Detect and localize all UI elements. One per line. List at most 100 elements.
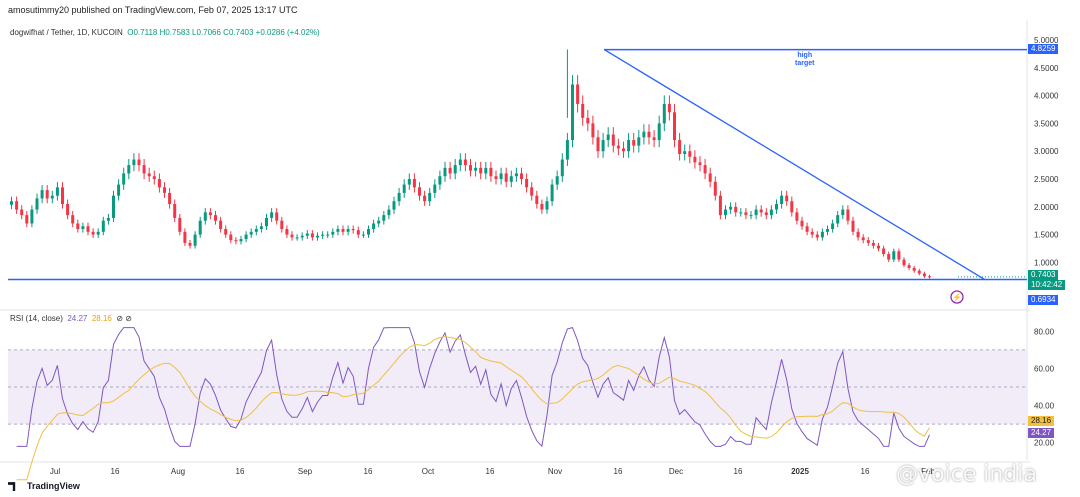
candle-body <box>642 131 646 138</box>
candle-body <box>662 103 666 124</box>
candle-body <box>673 112 676 141</box>
candle-body <box>882 248 886 255</box>
settings-icon[interactable]: ⊘ <box>125 314 132 323</box>
candle-body <box>718 195 722 216</box>
candle-body <box>601 140 605 152</box>
candle-body <box>193 234 197 246</box>
candle-body <box>341 229 345 232</box>
candle-body <box>540 204 544 210</box>
candle-body <box>576 84 580 104</box>
candle-body <box>397 192 401 202</box>
candle-body <box>877 245 880 249</box>
candle-body <box>484 167 488 174</box>
eye-icon[interactable]: ⊘ <box>116 314 124 323</box>
candle-body <box>759 209 763 213</box>
candle-body <box>407 179 411 185</box>
candle-body <box>147 173 151 177</box>
candle-body <box>40 190 44 199</box>
candle-body <box>474 167 478 171</box>
price-tick-label: 3.0000 <box>1034 147 1059 156</box>
time-tick-label: Oct <box>422 467 435 476</box>
candle-body <box>739 212 743 214</box>
candle-body <box>632 140 636 146</box>
time-tick-label: 16 <box>861 467 870 476</box>
candle-body <box>693 156 697 163</box>
countdown-tag: 10:42:42 <box>1028 280 1066 290</box>
candle-body <box>310 233 314 238</box>
candle-body <box>713 181 717 196</box>
candle-body <box>448 167 452 174</box>
candle-body <box>412 179 416 188</box>
candle-body <box>188 242 192 246</box>
rsi-line <box>16 327 930 448</box>
candle-body <box>820 231 824 238</box>
annotation-line2: target <box>795 60 815 67</box>
candle-body <box>851 220 855 232</box>
rsi-tag: 24.27 <box>1028 428 1055 438</box>
candle-body <box>392 201 396 210</box>
symbol-name[interactable]: dogwifhat / Tether, 1D, KUCOIN <box>10 28 123 37</box>
candle-body <box>826 229 829 232</box>
candle-body <box>545 201 549 210</box>
candle-body <box>581 103 585 118</box>
candle-body <box>627 140 631 152</box>
candle-body <box>703 165 707 174</box>
annotation-line1: high <box>797 52 813 59</box>
candle-body <box>101 220 105 232</box>
candle-body <box>239 239 243 242</box>
candle-body <box>479 167 483 174</box>
candle-body <box>137 159 141 166</box>
descending-trendline <box>603 48 986 281</box>
candle-body <box>907 265 911 268</box>
candle-body <box>127 165 131 174</box>
candle-body <box>836 215 840 224</box>
candle-body <box>356 230 360 235</box>
candle-body <box>55 187 59 196</box>
rsi-label[interactable]: RSI (14, close) <box>10 314 63 323</box>
candle-body <box>438 176 442 185</box>
candle-body <box>66 204 70 216</box>
candle-body <box>565 140 569 160</box>
candle-body <box>790 201 794 213</box>
candle-body <box>785 195 789 202</box>
rsi-tick-label: 40.00 <box>1034 402 1055 411</box>
price-tick-label: 1.5000 <box>1034 231 1059 240</box>
candle-body <box>198 220 202 235</box>
time-tick-label: 16 <box>614 467 623 476</box>
candle-body <box>708 173 712 182</box>
candle-body <box>678 140 682 154</box>
candle-body <box>15 201 19 210</box>
candle-body <box>509 176 513 182</box>
lightning-glyph: ⚡ <box>952 292 962 302</box>
tradingview-logo[interactable]: TradingView <box>8 481 80 492</box>
candle-body <box>749 215 753 217</box>
candle-body <box>387 209 391 216</box>
candle-body <box>775 204 778 210</box>
candle-body <box>316 235 319 238</box>
candle-body <box>91 231 95 235</box>
candle-body <box>754 209 758 216</box>
candle-body <box>866 240 870 243</box>
candle-body <box>418 187 421 196</box>
candle-body <box>530 187 534 196</box>
rsi-legend: RSI (14, close) 24.27 28.16 ⊘ ⊘ <box>10 314 132 323</box>
candle-body <box>290 234 294 238</box>
candle-body <box>622 148 625 152</box>
candle-body <box>173 204 177 218</box>
publisher-line: amosutimmy20 published on TradingView.co… <box>8 5 298 15</box>
candle-body <box>122 173 126 185</box>
candle-body <box>856 231 860 238</box>
candle-body <box>744 212 748 216</box>
candle-body <box>203 212 207 221</box>
candle-body <box>780 195 784 205</box>
candle-body <box>443 167 447 177</box>
last-price-tag: 0.7403 <box>1028 270 1059 280</box>
candle-body <box>331 231 335 235</box>
rsi-tick-label: 60.00 <box>1034 364 1055 373</box>
candle-body <box>428 192 432 202</box>
candle-body <box>81 226 85 230</box>
candle-body <box>351 229 355 231</box>
rsi-ma-tag: 28.16 <box>1028 416 1055 426</box>
candle-body <box>469 165 472 171</box>
